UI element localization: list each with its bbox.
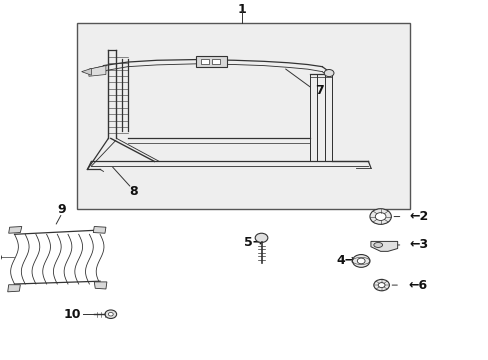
- Text: ←2: ←2: [409, 210, 428, 223]
- Text: 9: 9: [58, 203, 66, 216]
- Text: ←6: ←6: [408, 279, 427, 292]
- Text: ←3: ←3: [409, 238, 428, 252]
- Circle shape: [377, 283, 384, 288]
- Circle shape: [255, 233, 267, 243]
- Circle shape: [108, 312, 113, 316]
- Circle shape: [352, 255, 369, 267]
- Bar: [77, 23, 409, 210]
- Bar: [212, 59, 220, 64]
- Polygon shape: [9, 226, 22, 233]
- Bar: [196, 56, 227, 67]
- Polygon shape: [370, 242, 397, 251]
- Polygon shape: [81, 68, 91, 75]
- Text: 4→: 4→: [336, 255, 355, 267]
- Polygon shape: [93, 226, 106, 233]
- Text: 1: 1: [237, 3, 246, 15]
- Polygon shape: [89, 66, 106, 76]
- Circle shape: [105, 310, 116, 319]
- Circle shape: [373, 279, 388, 291]
- Circle shape: [0, 253, 1, 262]
- Circle shape: [369, 209, 390, 224]
- Polygon shape: [8, 285, 20, 292]
- Circle shape: [374, 213, 385, 220]
- Text: 10: 10: [63, 308, 81, 321]
- Ellipse shape: [373, 243, 382, 247]
- Polygon shape: [94, 282, 107, 289]
- Text: 8: 8: [129, 185, 138, 198]
- Text: 5→: 5→: [244, 235, 263, 249]
- Bar: [201, 59, 208, 64]
- Circle shape: [324, 69, 333, 77]
- Text: 7: 7: [315, 84, 324, 97]
- Circle shape: [357, 258, 365, 264]
